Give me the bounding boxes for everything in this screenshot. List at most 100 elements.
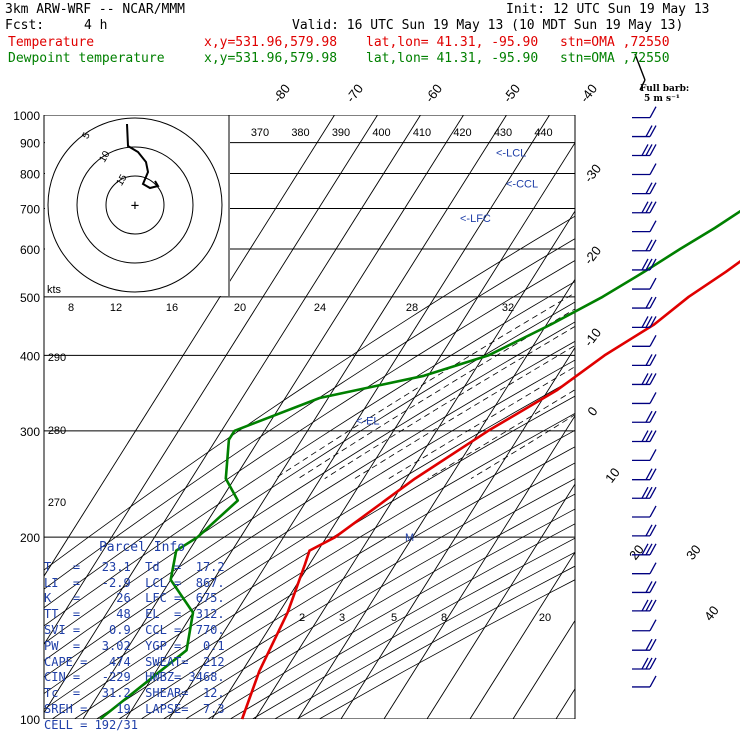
hodograph-trace	[126, 123, 160, 190]
level-marker: <-LCL	[496, 147, 526, 159]
wind-barb-flag	[649, 657, 657, 670]
profile-lines	[99, 209, 740, 721]
pressure-tick-label: 700	[20, 203, 40, 217]
forecast-hours: 4 h	[84, 18, 108, 33]
pressure-tick-label: 400	[20, 349, 40, 363]
valid-time: Valid: 16 UTC Sun 19 May 13 (10 MDT Sun …	[292, 18, 684, 33]
dewpoint-profile	[99, 209, 740, 721]
theta-label: 270	[48, 497, 66, 509]
wind-barb-flag	[649, 296, 657, 309]
wind-barb	[632, 106, 657, 119]
hodograph-center: +	[131, 198, 139, 214]
dry-adiabat-line	[44, 281, 575, 627]
theta-label: 380	[291, 127, 309, 139]
theta-label: 400	[372, 127, 390, 139]
wind-barb-flag	[645, 410, 653, 423]
parcel-row: K = 26 LFC = 675.	[44, 591, 225, 606]
dry-adiabat-line	[44, 377, 575, 710]
wind-barb-flag	[645, 144, 653, 156]
reference-barb-flag	[639, 79, 646, 91]
isotherm-label: -40	[577, 81, 600, 105]
parcel-row: SREH = 19 LAPSE= 7.3	[44, 701, 225, 716]
isotherm-line	[125, 115, 507, 719]
wind-barb	[632, 675, 657, 688]
mixing-ratio-label: 24	[314, 302, 326, 314]
isotherm-line	[168, 115, 550, 719]
wind-barb	[632, 239, 657, 252]
wind-barb-flag	[645, 258, 653, 271]
dry-adiabat-line	[44, 238, 575, 590]
wind-barb	[632, 182, 657, 195]
wind-barb	[632, 562, 657, 575]
wind-barb-flag	[649, 258, 657, 271]
wind-barb	[632, 599, 657, 612]
max-marker: M	[405, 532, 414, 544]
pressure-tick-label: 800	[20, 168, 40, 182]
isotherm-line	[512, 619, 575, 719]
wind-barb	[632, 220, 657, 233]
parcel-info-title: Parcel Info	[98, 540, 186, 555]
parcel-row: T = 23.1 Td = 17.2	[44, 559, 225, 574]
mixing-ratio-label: 28	[406, 302, 418, 314]
pressure-tick-label: 500	[20, 291, 40, 305]
wind-barb-flag	[645, 524, 653, 537]
dry-adiabat-line	[44, 359, 575, 695]
isotherm-line	[44, 115, 378, 646]
hodograph-ring-label: 5	[80, 130, 93, 141]
isotherm-line	[642, 115, 740, 719]
isotherm-label: -80	[270, 81, 293, 105]
dry-adiabat-line	[44, 260, 575, 609]
wind-barb-flag	[649, 486, 657, 499]
mixing-ratio-line	[723, 115, 740, 249]
theta-label: 420	[453, 127, 471, 139]
wind-barb-flag	[649, 468, 657, 481]
isotherm-label: -70	[343, 81, 366, 105]
wind-barb-flag	[649, 543, 657, 556]
wind-barb-flag	[645, 182, 653, 194]
wind-barb-flag	[649, 277, 657, 290]
wind-barb-flag	[645, 430, 653, 442]
theta-label: 370	[251, 127, 269, 139]
mixing-ratio-label: 20	[539, 612, 551, 624]
wind-barb-flag	[649, 524, 657, 537]
isotherm-line	[297, 278, 575, 719]
level-marker: <-EL	[356, 416, 380, 428]
parcel-info-panel: Parcel Info T = 23.1 Td = 17.2 LI = -2.9…	[44, 540, 230, 734]
parcel-row: LI = -2.9 LCL = 867.	[44, 575, 225, 590]
hodograph-ring	[47, 117, 223, 293]
hodograph-ring-label: 10	[97, 149, 112, 165]
mixing-ratio-label: 16	[166, 302, 178, 314]
wind-barb-flag	[649, 581, 657, 593]
isotherm-label: -30	[581, 161, 604, 185]
theta-label: 440	[534, 127, 552, 139]
dew-legend-name: Dewpoint temperature	[8, 51, 165, 66]
wind-barb	[632, 144, 657, 157]
parcel-row: SVI = 0.9 CCL = 770.	[44, 622, 225, 637]
wind-barb-flag	[649, 354, 657, 366]
dry-adiabat-line	[140, 462, 575, 719]
isotherm-label: 10	[602, 465, 623, 486]
wind-barb-flag	[649, 619, 657, 632]
full-barb-legend: Full barb: 5 m s⁻¹	[640, 84, 689, 104]
wind-barb-flag	[649, 106, 657, 118]
hodograph-ring	[76, 146, 194, 264]
wind-barb	[632, 125, 657, 138]
wind-barb	[632, 316, 657, 329]
dry-adiabat-line	[252, 537, 575, 719]
wind-barb-flag	[645, 373, 653, 385]
mixing-ratio-label: 12	[110, 302, 122, 314]
pressure-tick-label: 900	[20, 137, 40, 151]
moist-adiabat-line	[324, 325, 575, 479]
kts-label: kts	[47, 284, 62, 296]
theta-label: 390	[332, 127, 350, 139]
dry-adiabat-line	[44, 321, 575, 662]
parcel-row: CAPE = 474 SWEAT= 212	[44, 654, 225, 669]
isotherm-label: 0	[584, 404, 600, 419]
wind-barb-flag	[649, 125, 657, 137]
forecast-label: Fcst:	[5, 18, 45, 33]
level-marker: <-CCL	[506, 179, 538, 191]
wind-barb-flag	[645, 201, 653, 214]
wind-barb-flag	[649, 675, 657, 688]
wind-barb	[632, 619, 657, 632]
wind-barb-flag	[641, 201, 649, 214]
